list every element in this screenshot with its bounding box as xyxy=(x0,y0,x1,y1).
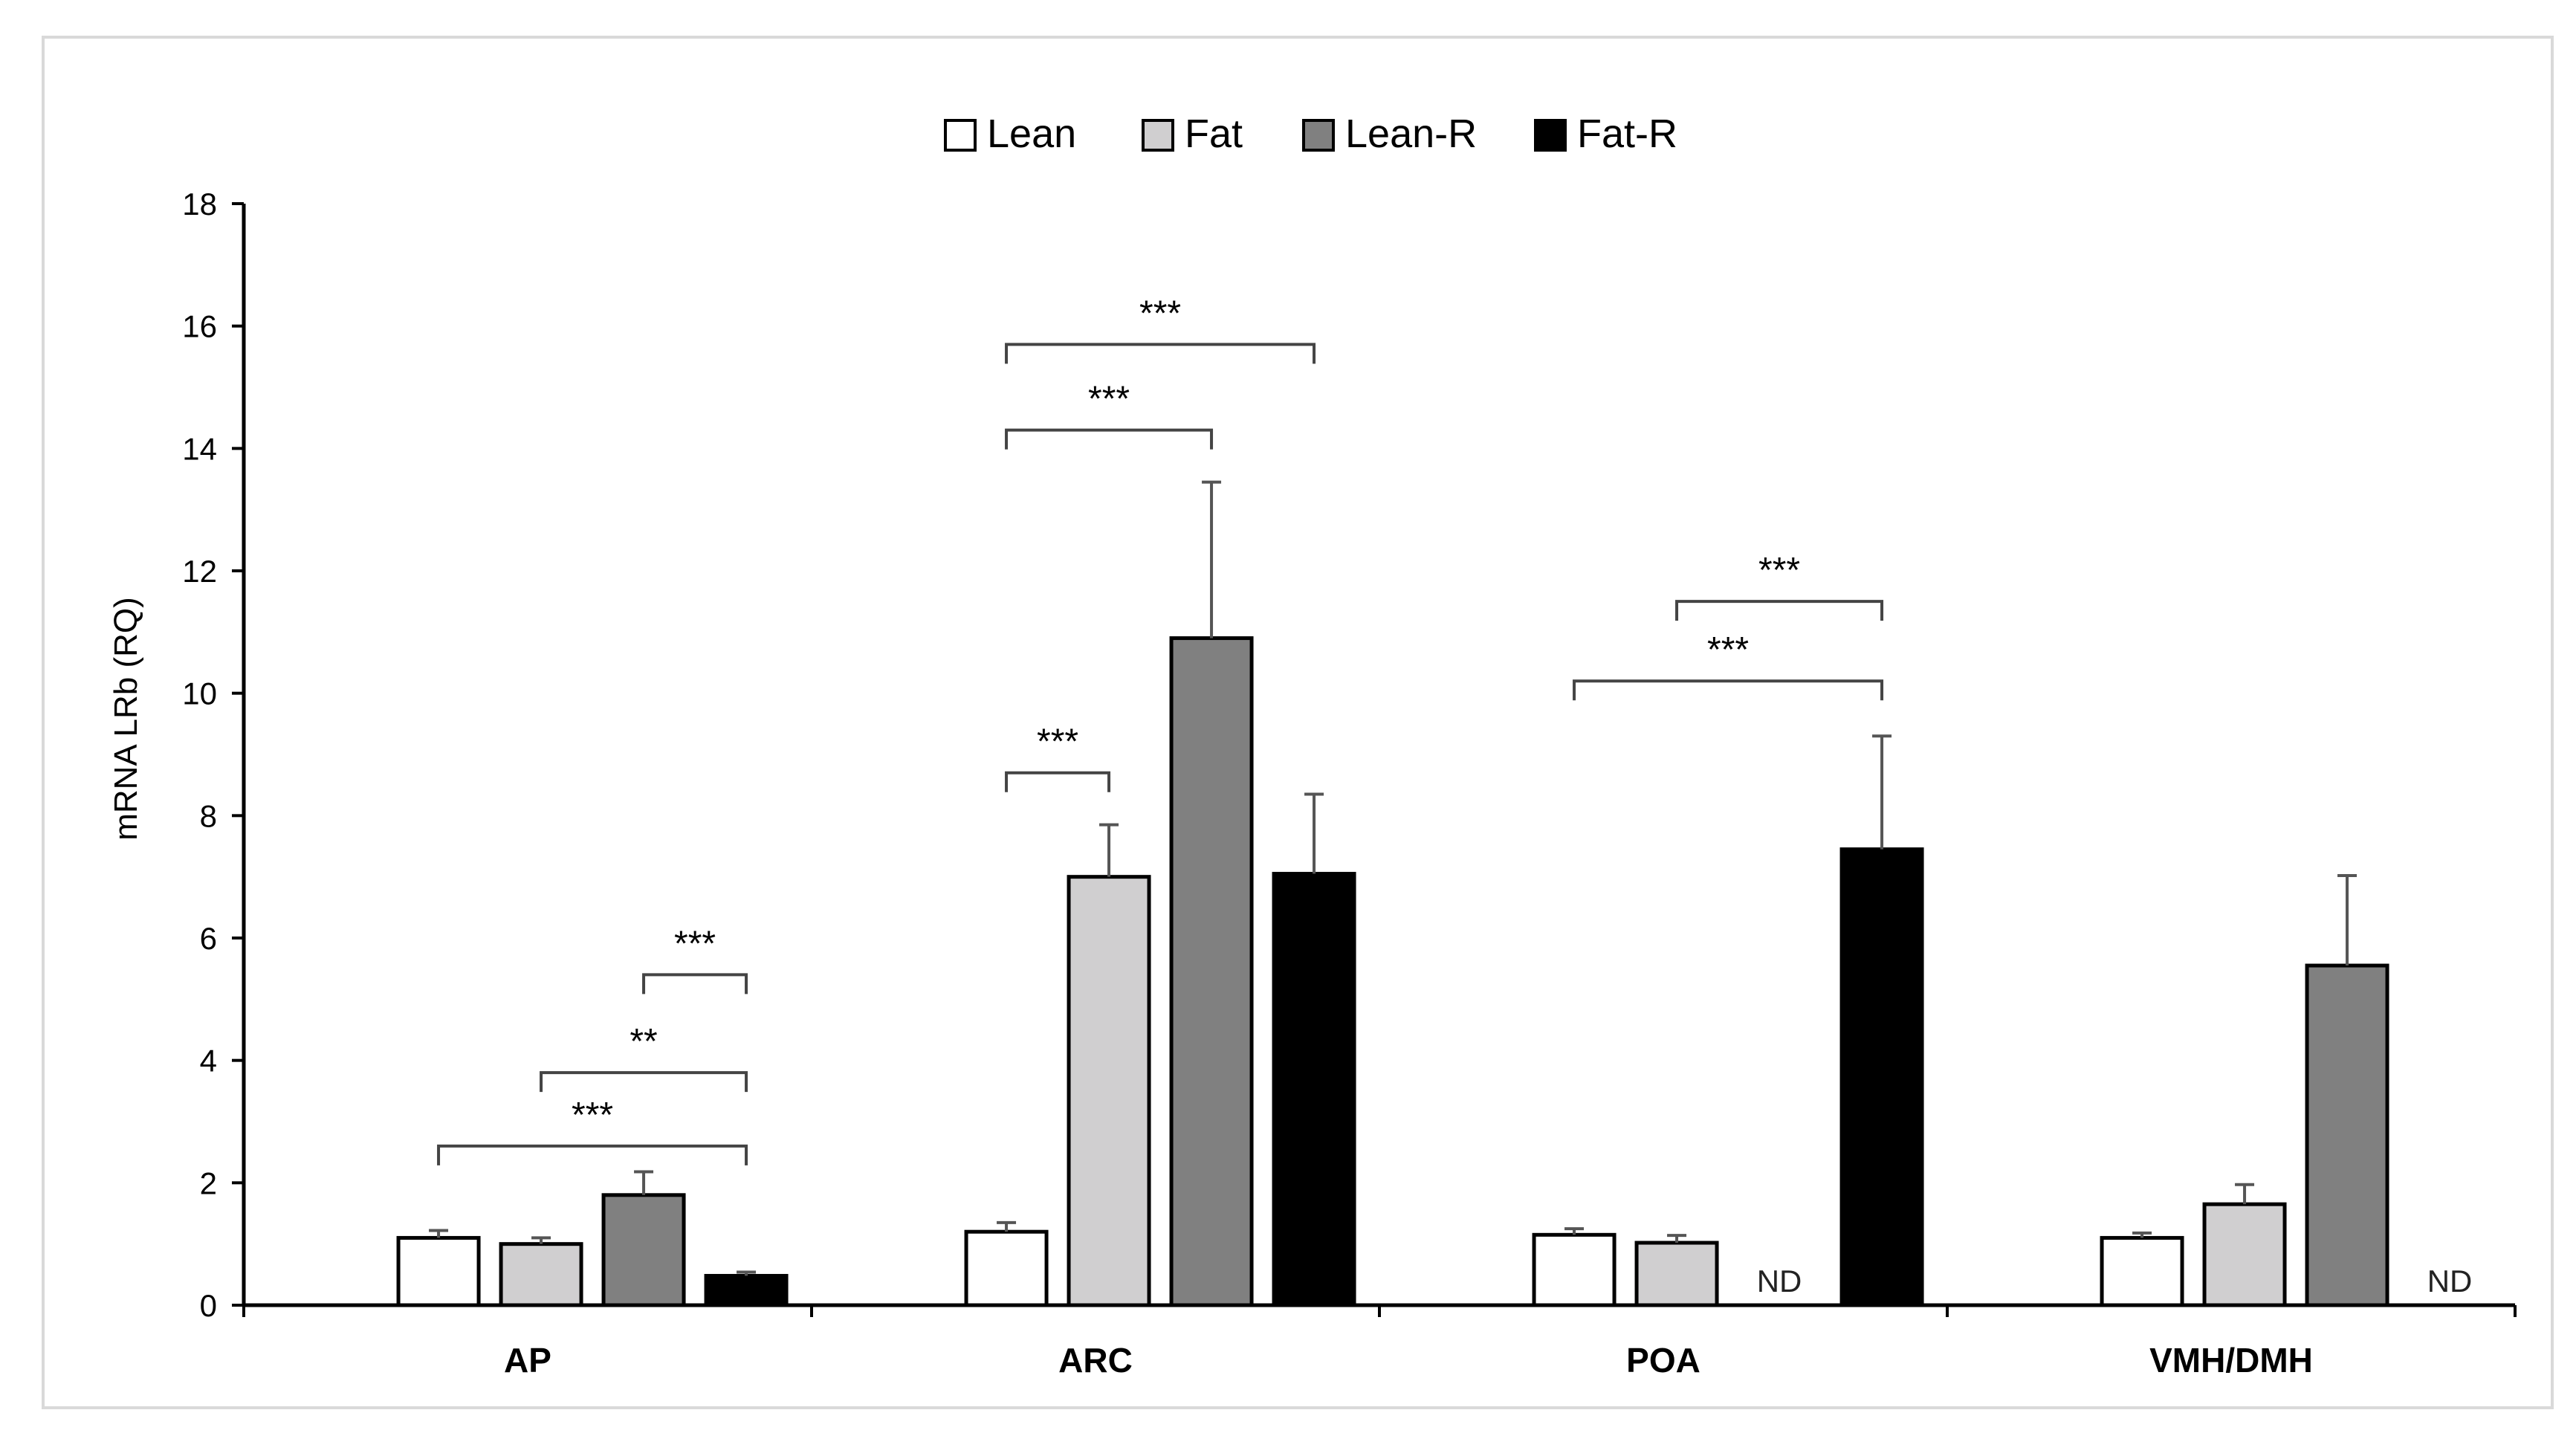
significance-bracket xyxy=(1005,428,1214,450)
y-tick-label: 14 xyxy=(182,431,217,466)
y-tick-label: 0 xyxy=(200,1288,217,1323)
y-tick-label: 8 xyxy=(200,798,217,833)
significance-label: *** xyxy=(1758,551,1800,590)
significance-label: *** xyxy=(572,1096,613,1135)
axes: 0 2 4 6 8 10 12 14 16 18 AP ARC POA VMH/DMH xyxy=(182,187,2517,1380)
nd-label: ND xyxy=(2427,1264,2473,1298)
bar-lean-arc xyxy=(964,1229,1049,1307)
bar-fat-ap xyxy=(499,1242,583,1307)
bar-fat-poa xyxy=(1634,1241,1719,1307)
y-tick-label: 2 xyxy=(200,1165,217,1200)
x-tick-label: AP xyxy=(504,1341,551,1380)
bar-fat-vmh-dmh xyxy=(2202,1202,2287,1307)
y-tick-label: 12 xyxy=(182,554,217,589)
significance-bracket xyxy=(1005,771,1111,792)
y-tick-label: 6 xyxy=(200,921,217,956)
bar-chart: Lean Fat Lean-R Fat-R mRNA LRb (RQ) ND ND **… xyxy=(108,111,2517,1380)
x-tick-label: VMH/DMH xyxy=(2149,1341,2313,1380)
bar-lean-ap xyxy=(396,1235,481,1307)
significance-label: *** xyxy=(1088,380,1130,419)
legend-swatch-lean-r xyxy=(1302,119,1335,152)
y-tick-label: 4 xyxy=(200,1044,217,1078)
significance-bracket xyxy=(642,973,748,994)
y-tick-label: 10 xyxy=(182,676,217,711)
legend-label-lean: Lean xyxy=(987,111,1076,156)
significance-label: *** xyxy=(1139,294,1181,333)
significance-annotations: *********************** xyxy=(437,294,1884,1165)
bar-lean-r-vmh-dmh xyxy=(2305,963,2389,1307)
chart-frame: Lean Fat Lean-R Fat-R mRNA LRb (RQ) ND ND **… xyxy=(42,36,2554,1409)
significance-bracket xyxy=(437,1144,748,1165)
x-tick-label: ARC xyxy=(1058,1341,1133,1380)
y-tick-label: 16 xyxy=(182,309,217,344)
bars: ND ND xyxy=(396,480,2473,1307)
y-axis-label: mRNA LRb (RQ) xyxy=(108,597,144,841)
bar-fat-r-ap xyxy=(704,1273,789,1307)
bar-fat-r-poa xyxy=(1839,847,1924,1307)
bar-lean-poa xyxy=(1532,1232,1617,1307)
legend-swatch-lean xyxy=(944,119,977,152)
significance-bracket xyxy=(1675,600,1884,621)
bar-fat-arc xyxy=(1067,875,1151,1307)
bar-lean-vmh-dmh xyxy=(2100,1235,2184,1307)
significance-label: ** xyxy=(630,1022,657,1061)
x-tick-label: POA xyxy=(1626,1341,1700,1380)
significance-bracket xyxy=(1005,343,1316,364)
significance-bracket xyxy=(540,1071,748,1093)
significance-bracket xyxy=(1573,679,1884,701)
legend: Lean Fat Lean-R Fat-R xyxy=(944,111,1677,156)
legend-label-lean-r: Lean-R xyxy=(1345,111,1477,156)
significance-label: *** xyxy=(1037,722,1078,762)
bar-lean-r-arc xyxy=(1169,636,1254,1307)
legend-swatch-fat-r xyxy=(1534,119,1567,152)
legend-label-fat: Fat xyxy=(1185,111,1243,156)
legend-swatch-fat xyxy=(1142,119,1174,152)
significance-label: *** xyxy=(1707,630,1749,670)
legend-label-fat-r: Fat-R xyxy=(1577,111,1677,156)
significance-label: *** xyxy=(674,924,716,963)
y-tick-label: 18 xyxy=(182,187,217,221)
bar-lean-r-ap xyxy=(601,1193,686,1307)
nd-label: ND xyxy=(1757,1264,1802,1298)
bar-fat-r-arc xyxy=(1272,872,1356,1307)
